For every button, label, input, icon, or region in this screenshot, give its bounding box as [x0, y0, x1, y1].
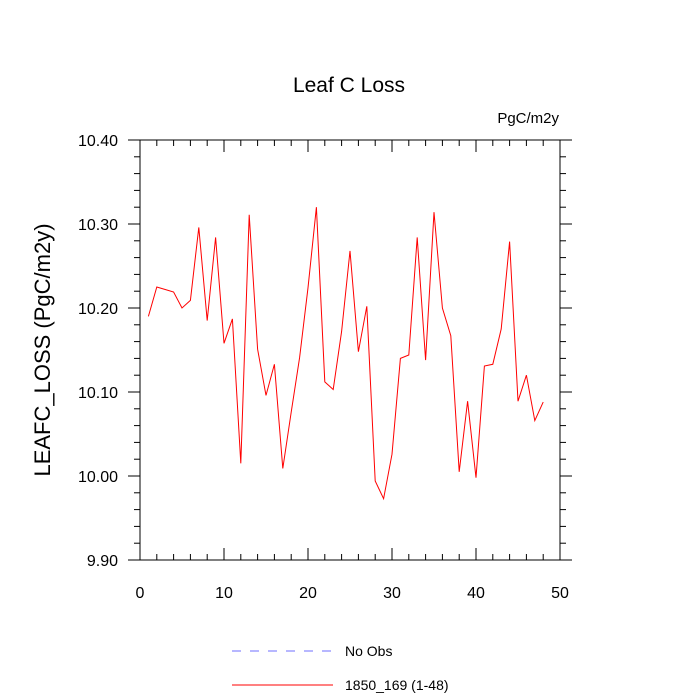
chart-title: Leaf C Loss	[293, 74, 405, 97]
x-tick-label: 20	[299, 585, 317, 602]
y-tick-label: 10.00	[78, 469, 118, 486]
y-tick-label: 10.40	[78, 133, 118, 150]
series-layer	[147, 207, 544, 501]
axis-ticks	[128, 139, 572, 561]
y-tick-label: 10.10	[78, 385, 118, 402]
y-axis-label: LEAFC_LOSS (PgC/m2y)	[30, 223, 55, 476]
legend-label: No Obs	[345, 643, 392, 659]
x-tick-label: 0	[136, 585, 145, 602]
x-tick-label: 30	[383, 585, 401, 602]
x-tick-label: 10	[215, 585, 233, 602]
y-tick-label: 10.30	[78, 217, 118, 234]
x-tick-label: 50	[551, 585, 569, 602]
plot-frame	[139, 139, 561, 561]
legend: No Obs 1850_169 (1-48)	[232, 643, 449, 693]
legend-label: 1850_169 (1-48)	[345, 677, 449, 693]
x-tick-label: 40	[467, 585, 485, 602]
y-tick-label: 9.90	[87, 553, 118, 570]
axis-tick-labels: 0 10 20 30 40 50 9.90 10.00 10.10 10.20 10.30 10.40	[78, 133, 569, 602]
series-line	[147, 207, 544, 501]
y-tick-label: 10.20	[78, 301, 118, 318]
units-label: PgC/m2y	[497, 110, 559, 127]
